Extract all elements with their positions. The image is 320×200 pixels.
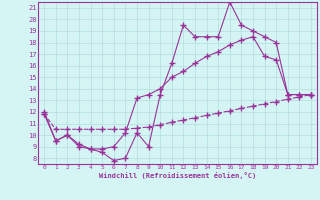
- X-axis label: Windchill (Refroidissement éolien,°C): Windchill (Refroidissement éolien,°C): [99, 172, 256, 179]
